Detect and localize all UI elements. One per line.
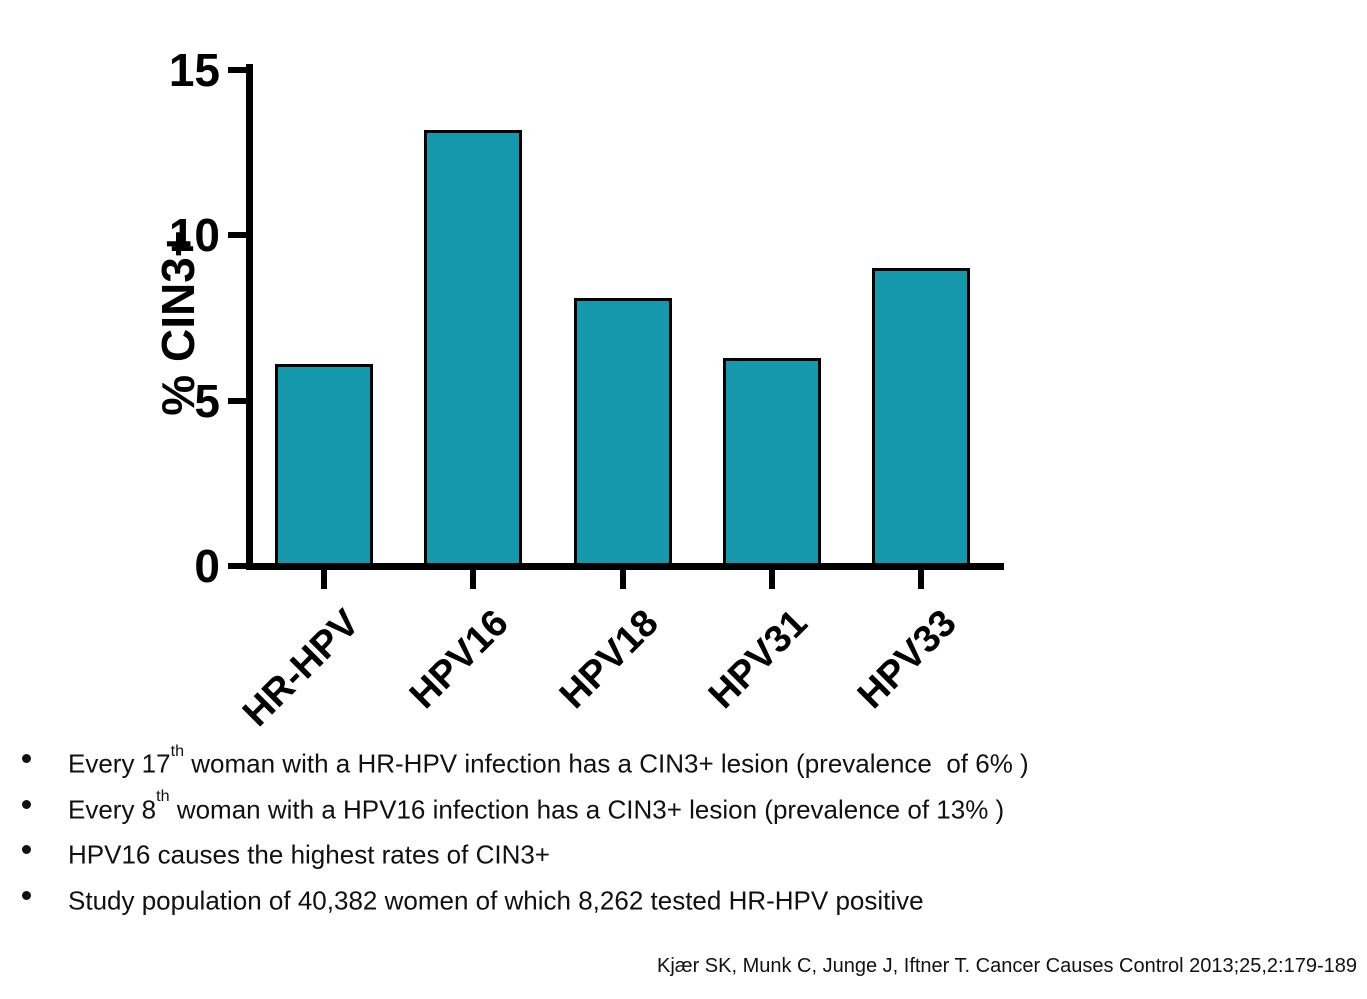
citation: Kjær SK, Munk C, Junge J, Iftner T. Canc… [657, 955, 1357, 977]
y-axis-spine [246, 64, 253, 569]
bar-HPV33 [872, 268, 970, 566]
bullet-text: Every 17 [68, 748, 171, 779]
x-axis-line [246, 563, 1004, 570]
bullet-superscript: th [156, 787, 170, 806]
x-tick [470, 570, 476, 589]
y-tick [228, 67, 249, 73]
bullet-item: Every 8th woman with a HPV16 infection h… [18, 784, 1348, 830]
x-tick [620, 570, 626, 589]
bullet-text: woman with a HPV16 infection has a CIN3+… [169, 794, 1005, 825]
x-tick [321, 570, 327, 589]
bar-chart: % CIN3+ 0 5 10 15 HR-HPV HPV16 HPV18 HPV31 HPV3… [152, 44, 1004, 735]
bar-HPV18 [574, 298, 672, 566]
x-tick [769, 570, 775, 589]
y-tick [228, 563, 249, 569]
bullet-icon [22, 799, 31, 809]
x-tick [918, 570, 924, 589]
bullet-text: HPV16 causes the highest rates of CIN3+ [68, 839, 550, 870]
bullet-text: Every 8 [68, 794, 157, 825]
y-tick-label: 10 [168, 209, 220, 262]
y-tick-label: 5 [194, 374, 220, 427]
bullet-text: woman with a HR-HPV infection has a CIN3… [184, 748, 1029, 779]
bullet-item: HPV16 causes the highest rates of CIN3+ [18, 829, 1348, 875]
bar-HPV16 [424, 130, 522, 566]
bullet-item: Every 17th woman with a HR-HPV infection… [18, 738, 1348, 784]
bullet-icon [22, 845, 31, 855]
bullet-list: Every 17th woman with a HR-HPV infection… [18, 738, 1348, 921]
y-tick [228, 232, 249, 239]
y-tick-label: 0 [194, 540, 220, 592]
bar-HR-HPV [275, 364, 373, 566]
bar-HPV31 [723, 358, 821, 566]
bullet-icon [22, 890, 31, 900]
bullet-superscript: th [170, 741, 185, 760]
bullet-icon [22, 754, 31, 763]
bullet-text: Study population of 40,382 women of whic… [68, 885, 924, 916]
bullet-item: Study population of 40,382 women of whic… [18, 875, 1348, 921]
y-tick-label: 15 [168, 44, 220, 96]
y-tick [228, 397, 249, 404]
